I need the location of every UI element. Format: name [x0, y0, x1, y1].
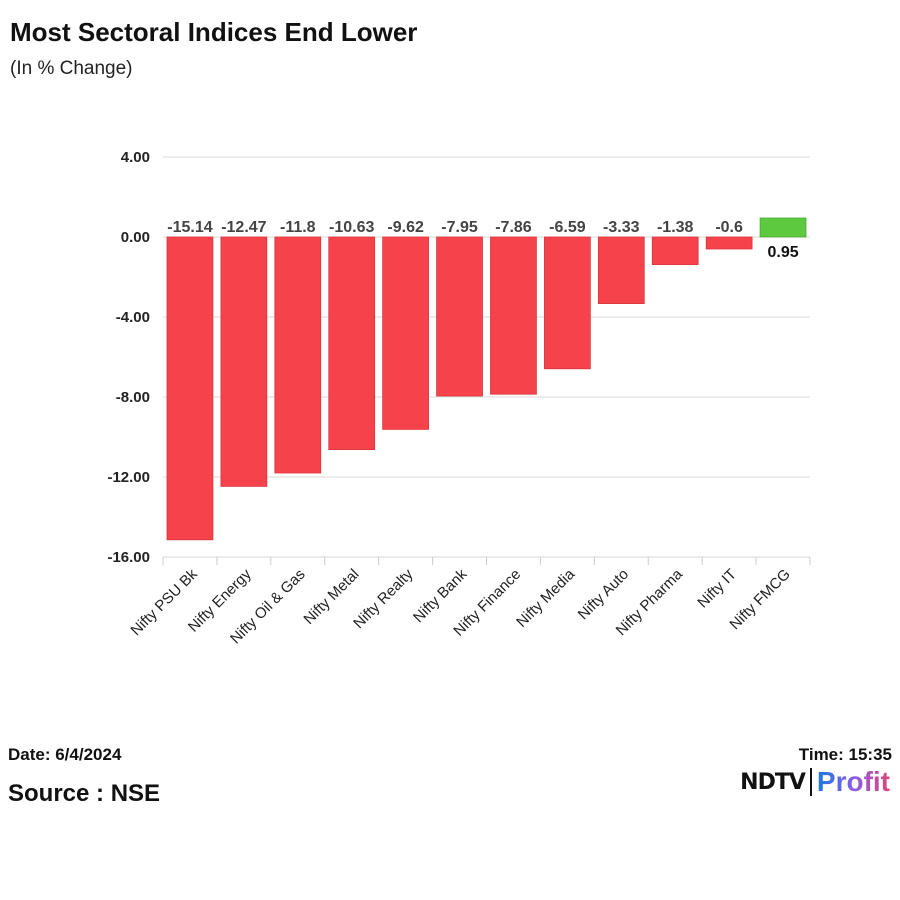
bar [328, 236, 376, 451]
data-label: -10.63 [329, 219, 374, 236]
data-label: -1.38 [657, 219, 694, 236]
chart-title: Most Sectoral Indices End Lower [10, 17, 418, 47]
x-tick-label: Nifty Realty [350, 565, 417, 632]
data-label: -7.95 [441, 219, 478, 236]
bar [436, 236, 483, 397]
bar [166, 236, 214, 541]
data-label: -3.33 [603, 219, 640, 236]
data-label: -6.59 [549, 219, 586, 236]
y-tick-label: -4.00 [116, 309, 150, 326]
data-label: -12.47 [221, 219, 266, 236]
x-tick-label: Nifty Media [513, 565, 579, 631]
bar [651, 236, 699, 266]
source-label: Source : NSE [8, 780, 161, 807]
y-tick-label: -12.00 [107, 469, 150, 486]
data-label: -0.6 [715, 219, 743, 236]
bar [274, 236, 322, 474]
bar [597, 236, 645, 304]
bar [544, 236, 591, 370]
data-label: -15.14 [167, 219, 212, 236]
bar [220, 236, 268, 487]
logo-ndtv: NDTV [740, 769, 806, 795]
ndtv-profit-logo: NDTV Profit [740, 766, 890, 798]
time-label: Time: 15:35 [798, 745, 892, 764]
bar [759, 217, 807, 238]
logo-profit: Profit [816, 766, 890, 797]
y-tick-label: -16.00 [107, 549, 150, 566]
chart-subtitle: (In % Change) [10, 58, 133, 79]
data-label: -7.86 [495, 219, 532, 236]
bar [490, 236, 537, 395]
date-label: Date: 6/4/2024 [8, 745, 122, 764]
x-tick-label: Nifty IT [694, 566, 740, 612]
bar [382, 236, 429, 430]
y-tick-label: 4.00 [121, 149, 150, 166]
y-tick-label: -8.00 [116, 389, 150, 406]
x-tick-label: Nifty Auto [575, 566, 632, 623]
y-tick-label: 0.00 [121, 229, 150, 246]
data-label: -11.8 [280, 219, 316, 236]
bar-chart: 4.00 0.00 -4.00 -8.00 -12.00 -16.00 -15.14 Nift… [107, 149, 811, 647]
bar [705, 236, 753, 250]
data-label: -9.62 [387, 219, 424, 236]
logo-divider [809, 768, 812, 796]
data-label: 0.95 [767, 244, 798, 261]
